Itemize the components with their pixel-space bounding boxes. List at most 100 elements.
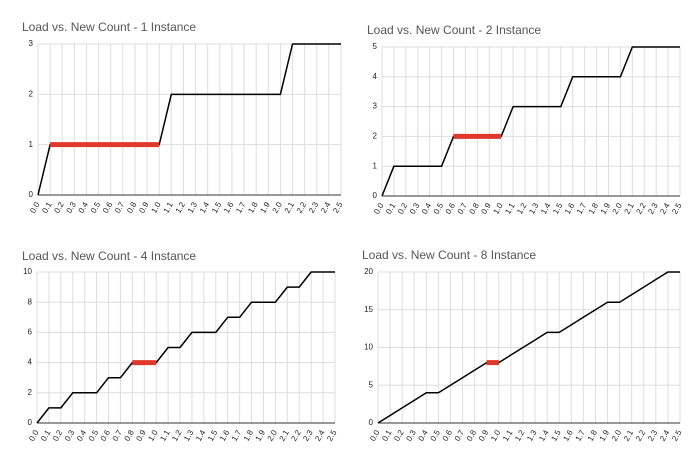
y-tick-label: 2: [28, 388, 33, 397]
y-tick-label: 2: [29, 89, 34, 98]
x-tick-label: 0.4: [77, 200, 91, 215]
y-tick-label: 1: [373, 161, 378, 170]
x-tick-label: 1.8: [586, 428, 600, 443]
x-tick-label: 1.5: [551, 201, 565, 216]
x-tick-label: 2.5: [670, 428, 684, 443]
x-tick-label: 0.8: [468, 201, 482, 216]
x-tick-label: 0.0: [372, 201, 386, 216]
x-tick-label: 1.0: [489, 428, 503, 443]
y-tick-label: 6: [28, 328, 33, 337]
chart: Load vs. New Count - 1 Instance01230.00.…: [22, 20, 345, 215]
x-tick-label: 0.7: [456, 201, 470, 216]
x-tick-label: 2.2: [634, 428, 648, 443]
x-tick-label: 1.3: [186, 200, 200, 215]
x-tick-label: 2.4: [658, 428, 672, 443]
x-tick-label: 1.5: [210, 200, 224, 215]
x-tick-label: 1.6: [218, 428, 232, 443]
x-tick-label: 0.3: [404, 428, 418, 443]
x-tick-label: 2.2: [289, 428, 303, 443]
x-tick-label: 1.6: [563, 201, 577, 216]
x-tick-label: 0.3: [65, 200, 79, 215]
x-tick-label: 0.5: [89, 200, 103, 215]
x-tick-label: 1.2: [174, 200, 188, 215]
x-tick-label: 0.1: [40, 200, 54, 215]
x-tick-label: 2.5: [331, 200, 345, 215]
x-tick-label: 1.3: [527, 201, 541, 216]
x-tick-label: 2.0: [611, 201, 625, 216]
x-tick-label: 0.4: [417, 428, 431, 443]
x-tick-label: 1.2: [515, 201, 529, 216]
x-tick-label: 0.7: [453, 428, 467, 443]
x-tick-label: 1.6: [222, 200, 236, 215]
x-tick-label: 0.6: [99, 428, 113, 443]
x-tick-label: 1.2: [170, 428, 184, 443]
x-tick-label: 1.7: [575, 201, 589, 216]
x-tick-label: 0.0: [27, 428, 41, 443]
x-tick-label: 0.1: [380, 428, 394, 443]
x-tick-label: 2.0: [266, 428, 280, 443]
y-tick-label: 3: [373, 102, 378, 111]
x-tick-label: 1.1: [158, 428, 172, 443]
x-tick-label: 0.2: [52, 200, 66, 215]
x-tick-label: 1.8: [587, 201, 601, 216]
x-tick-label: 2.1: [622, 428, 636, 443]
x-tick-label: 0.1: [384, 201, 398, 216]
x-tick-label: 0.0: [28, 200, 42, 215]
x-tick-label: 0.1: [39, 428, 53, 443]
x-tick-label: 1.6: [561, 428, 575, 443]
x-tick-label: 2.4: [319, 200, 333, 215]
x-tick-label: 1.9: [598, 428, 612, 443]
y-tick-label: 8: [28, 297, 33, 306]
x-tick-label: 0.9: [134, 428, 148, 443]
x-tick-label: 1.4: [198, 200, 212, 215]
y-tick-label: 15: [364, 305, 373, 314]
x-tick-label: 0.2: [392, 428, 406, 443]
x-tick-label: 1.3: [182, 428, 196, 443]
x-tick-label: 1.1: [162, 200, 176, 215]
y-tick-label: 0: [28, 418, 33, 427]
x-tick-label: 2.2: [295, 200, 309, 215]
y-tick-label: 2: [373, 132, 378, 141]
x-tick-label: 1.3: [525, 428, 539, 443]
x-tick-label: 1.9: [599, 201, 613, 216]
x-tick-label: 0.4: [420, 201, 434, 216]
chart: Load vs. New Count - 4 Instance 0 2 4 6 8 10 0.…: [22, 249, 339, 443]
y-tick-label: 5: [369, 380, 374, 389]
x-tick-label: 1.5: [549, 428, 563, 443]
series-line: [381, 46, 680, 197]
chart: Load vs. New Count - 2 Instance 0 1 2 3 4 5 0.0…: [367, 23, 684, 216]
x-tick-label: 2.5: [670, 201, 684, 216]
y-tick-label: 0: [373, 191, 378, 200]
x-tick-label: 1.1: [501, 428, 515, 443]
x-tick-label: 0.3: [408, 201, 422, 216]
chart: Load vs. New Count - 8 Instance 0 5 10 15 20 0…: [362, 248, 684, 443]
series-line: [36, 271, 335, 424]
x-tick-label: 0.9: [479, 201, 493, 216]
series-line: [37, 43, 341, 196]
x-tick-label: 1.9: [258, 200, 272, 215]
x-tick-label: 1.4: [537, 428, 551, 443]
y-tick-label: 10: [364, 343, 373, 352]
x-tick-label: 2.3: [301, 428, 315, 443]
x-tick-label: 1.7: [230, 428, 244, 443]
x-tick-label: 1.7: [234, 200, 248, 215]
x-tick-label: 0.8: [123, 428, 137, 443]
x-tick-label: 2.1: [623, 201, 637, 216]
y-tick-label: 4: [373, 72, 378, 81]
x-tick-label: 0.5: [429, 428, 443, 443]
chart-title: Load vs. New Count - 4 Instance: [22, 249, 196, 263]
x-tick-label: 0.4: [75, 428, 89, 443]
x-tick-label: 1.9: [254, 428, 268, 443]
x-tick-label: 0.7: [111, 428, 125, 443]
chart-title: Load vs. New Count - 8 Instance: [362, 248, 536, 262]
x-tick-label: 1.8: [242, 428, 256, 443]
x-tick-label: 0.6: [441, 428, 455, 443]
series-line: [377, 271, 680, 424]
x-tick-label: 0.9: [137, 200, 151, 215]
x-tick-label: 2.0: [610, 428, 624, 443]
x-tick-label: 0.8: [125, 200, 139, 215]
x-tick-label: 0.6: [101, 200, 115, 215]
y-tick-label: 4: [28, 358, 33, 367]
x-tick-label: 2.4: [313, 428, 327, 443]
